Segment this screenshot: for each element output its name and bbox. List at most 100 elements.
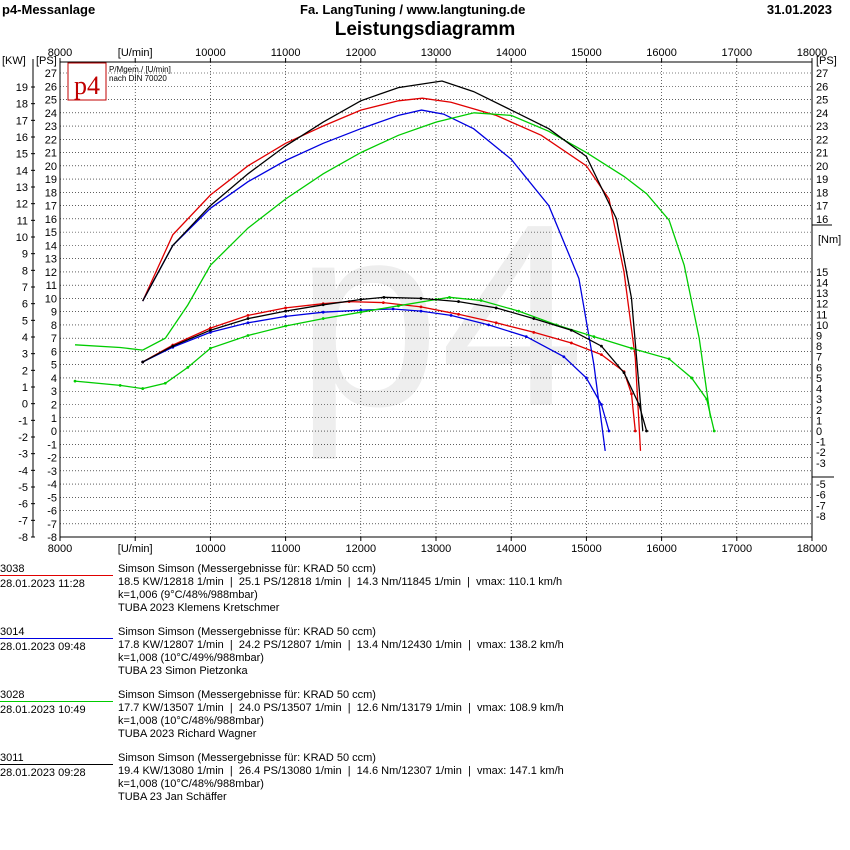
- torque-point-3011: [532, 317, 536, 320]
- kw-tick-label: 14: [16, 165, 28, 177]
- nm-tick-label: 0: [816, 426, 822, 438]
- kw-tick-label: 19: [16, 82, 28, 94]
- ps-tick-label-left: 0: [51, 426, 57, 438]
- ps-tick-label-left: 18: [45, 187, 57, 199]
- run-id: 3028: [0, 689, 25, 701]
- ps-tick-label-left: 6: [51, 346, 57, 358]
- ps-tick-label-right: 26: [816, 81, 828, 93]
- nm-unit-label: [Nm]: [818, 234, 841, 246]
- kw-tick-label: -5: [18, 482, 28, 494]
- ps-tick-label-right: 18: [816, 187, 828, 199]
- kw-tick-label: 1: [22, 382, 28, 394]
- watermark-text: p4: [295, 171, 584, 462]
- run-date: 28.01.2023 09:28: [0, 767, 86, 779]
- ps-tick-label-left: 16: [45, 214, 57, 226]
- torque-point-3028: [73, 379, 77, 383]
- x-tick-label-top: 8000: [48, 47, 72, 59]
- ps-tick-label-left: 19: [45, 174, 57, 186]
- kw-tick-label: 15: [16, 149, 28, 161]
- torque-point-3038: [630, 392, 633, 396]
- ps-tick-label-left: 3: [51, 386, 57, 398]
- run-detail-line: Simson Simson (Messergebnisse für: KRAD …: [118, 563, 376, 575]
- run-detail-line: k=1,008 (10°C/48%/988mbar): [118, 778, 264, 790]
- run-detail-line: Simson Simson (Messergebnisse für: KRAD …: [118, 626, 376, 638]
- kw-tick-label: 8: [22, 265, 28, 277]
- company-name: Fa. LangTuning / www.langtuning.de: [300, 2, 526, 17]
- ps-tick-label-left: 11: [46, 280, 57, 292]
- x-tick-label-bottom: 16000: [646, 543, 677, 555]
- run-detail-line: TUBA 2023 Klemens Kretschmer: [118, 602, 280, 614]
- torque-point-3011: [171, 344, 175, 348]
- torque-point-3028: [284, 324, 287, 328]
- torque-point-3011: [569, 328, 573, 332]
- ps-tick-label-left: 15: [45, 227, 57, 239]
- ps-tick-label-left: 9: [51, 307, 57, 319]
- nm-tick-label: 7: [816, 352, 822, 364]
- legend-line-1: P/Mgem./ [U/min]: [109, 65, 171, 74]
- kw-tick-label: 16: [16, 132, 28, 144]
- kw-tick-label: 0: [22, 399, 28, 411]
- kw-tick-label: 6: [22, 299, 28, 311]
- x-tick-label-top: 15000: [571, 47, 602, 59]
- torque-point-3014: [585, 376, 588, 380]
- torque-point-3028: [690, 376, 694, 380]
- kw-tick-label: -7: [18, 515, 28, 527]
- torque-point-3014: [359, 308, 363, 312]
- x-tick-label-top: 16000: [646, 47, 677, 59]
- run-detail-line: 18.5 KW/12818 1/min | 25.1 PS/12818 1/mi…: [118, 576, 563, 588]
- torque-point-3038: [284, 306, 287, 310]
- ps-tick-label-left: 4: [51, 373, 57, 385]
- torque-point-3028: [479, 299, 483, 302]
- ps-tick-label-left: 8: [51, 320, 57, 332]
- x-tick-label-top: 17000: [722, 47, 753, 59]
- x-tick-label-top: 14000: [496, 47, 527, 59]
- nm-tick-label: 9: [816, 331, 822, 343]
- kw-tick-label: 5: [22, 315, 28, 327]
- torque-point-3011: [600, 344, 603, 348]
- chart-axes: 80008000[U/min][U/min]100001000011000110…: [2, 47, 841, 555]
- ps-tick-label-left: -5: [47, 492, 57, 504]
- ps-tick-label-left: -6: [47, 506, 57, 518]
- power-curve-3011: [142, 80, 644, 432]
- ps-tick-label-right: 23: [816, 121, 828, 133]
- torque-point-3038: [246, 313, 250, 317]
- run-color-line: [0, 764, 113, 765]
- kw-tick-label: -1: [18, 415, 28, 427]
- kw-tick-label: 2: [22, 365, 28, 377]
- run-details: Simson Simson (Messergebnisse für: KRAD …: [118, 752, 564, 804]
- ps-tick-label-left: 27: [45, 68, 57, 80]
- torque-point-3011: [359, 298, 363, 301]
- torque-curve-3014: [142, 308, 610, 432]
- run-date: 28.01.2023 09:48: [0, 641, 86, 653]
- kw-tick-label: 18: [16, 99, 28, 111]
- torque-point-3011: [645, 429, 648, 433]
- x-tick-label-bottom: 15000: [571, 543, 602, 555]
- kw-tick-label: 7: [22, 282, 28, 294]
- run-detail-line: Simson Simson (Messergebnisse für: KRAD …: [118, 689, 376, 701]
- torque-point-3038: [419, 305, 423, 309]
- torque-point-3028: [209, 346, 212, 350]
- power-curve-3028: [74, 112, 712, 418]
- ps-tick-label-left: -7: [47, 519, 57, 531]
- kw-tick-label: 12: [16, 199, 28, 211]
- torque-point-3028: [667, 357, 671, 361]
- run-detail-line: Simson Simson (Messergebnisse für: KRAD …: [118, 752, 376, 764]
- torque-point-3014: [487, 323, 491, 327]
- ps-tick-label-left: 22: [45, 134, 57, 146]
- nm-tick-label: 12: [816, 299, 828, 311]
- torque-point-3028: [186, 365, 190, 369]
- torque-point-3014: [321, 310, 325, 314]
- nm-tick-label: 3: [816, 394, 822, 406]
- x-tick-label-bottom: 10000: [195, 543, 226, 555]
- torque-point-3038: [633, 429, 637, 433]
- ps-unit-label-left: [PS]: [36, 55, 57, 67]
- run-details: Simson Simson (Messergebnisse für: KRAD …: [118, 626, 564, 678]
- torque-point-3014: [209, 330, 212, 334]
- kw-tick-label: 17: [16, 115, 28, 127]
- ps-tick-label-left: 14: [45, 240, 57, 252]
- torque-point-3011: [246, 317, 250, 320]
- x-tick-label-bottom: 17000: [722, 543, 753, 555]
- chart-series: [73, 80, 716, 451]
- nm-tick-label: 4: [816, 384, 822, 396]
- ps-tick-label-left: 13: [45, 254, 57, 266]
